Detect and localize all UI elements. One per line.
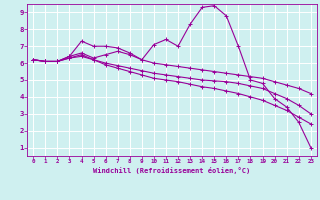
- X-axis label: Windchill (Refroidissement éolien,°C): Windchill (Refroidissement éolien,°C): [93, 167, 251, 174]
